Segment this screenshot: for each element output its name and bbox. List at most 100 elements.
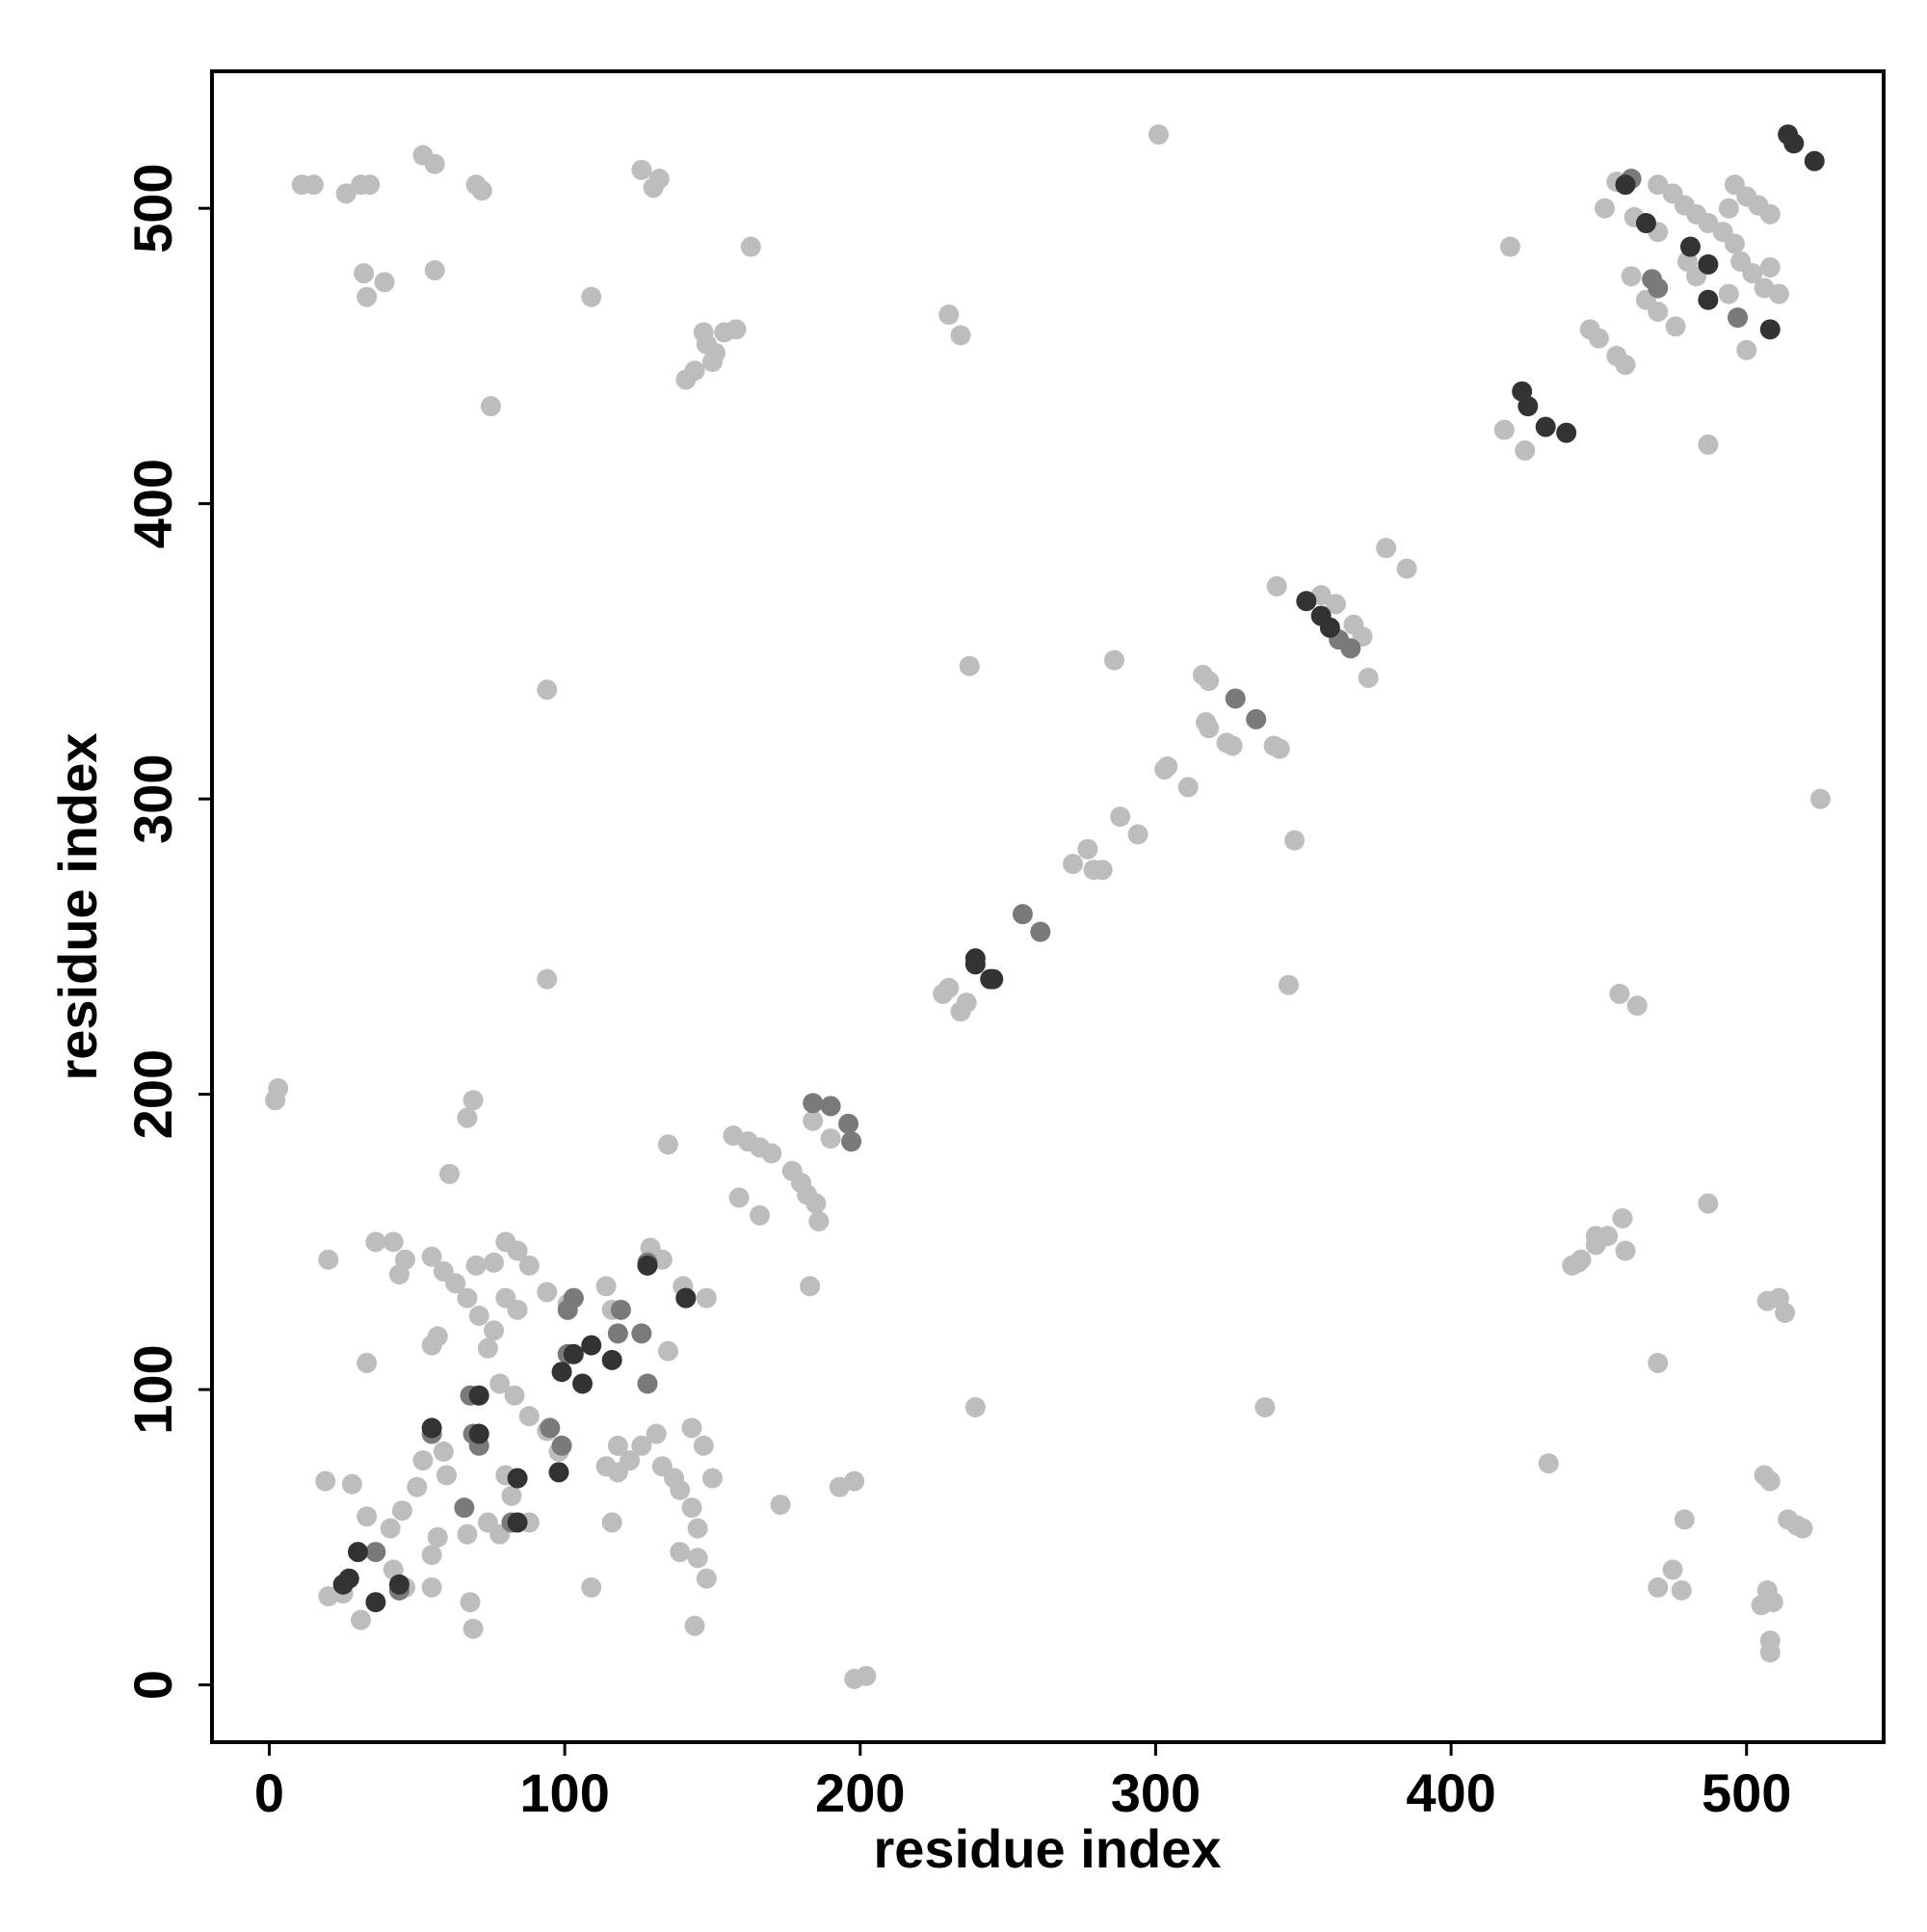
point	[460, 1592, 481, 1613]
point	[1648, 301, 1669, 322]
y-tick-label: 0	[122, 1670, 183, 1700]
point	[701, 352, 723, 373]
point	[1284, 830, 1306, 851]
point	[670, 1542, 691, 1563]
point	[563, 1343, 584, 1364]
point	[631, 1323, 652, 1344]
point	[484, 1320, 505, 1341]
point	[643, 177, 664, 198]
point	[365, 1542, 386, 1563]
point	[1671, 1579, 1692, 1601]
point	[601, 1349, 622, 1370]
point	[696, 333, 717, 355]
point	[457, 1107, 478, 1128]
point	[548, 1462, 569, 1483]
point	[1698, 253, 1719, 275]
point	[1635, 213, 1656, 234]
point	[356, 286, 378, 307]
point	[484, 1252, 505, 1273]
point	[964, 1396, 986, 1417]
point	[1199, 671, 1220, 692]
point	[1340, 638, 1361, 659]
point	[1768, 283, 1789, 304]
point	[726, 319, 747, 340]
x-tick-label: 100	[519, 1762, 609, 1823]
point	[1626, 995, 1648, 1017]
point	[1804, 150, 1825, 172]
point	[1679, 236, 1701, 257]
point	[740, 236, 761, 257]
point	[454, 1497, 475, 1519]
point	[1515, 440, 1536, 462]
point	[761, 1143, 782, 1164]
point	[631, 1435, 652, 1456]
point	[1077, 838, 1098, 860]
point	[770, 1495, 791, 1516]
point	[365, 1231, 386, 1253]
point	[507, 1240, 528, 1261]
point	[1225, 688, 1246, 709]
point	[424, 153, 445, 174]
point	[268, 1077, 289, 1098]
point	[1615, 174, 1636, 196]
point	[504, 1385, 525, 1406]
point	[1662, 1559, 1683, 1580]
point	[365, 1592, 386, 1613]
point	[315, 1470, 336, 1492]
point	[518, 1255, 540, 1276]
point	[540, 1417, 561, 1439]
point	[1609, 983, 1630, 1004]
point	[956, 992, 977, 1014]
point	[421, 1545, 442, 1566]
point	[1759, 256, 1781, 278]
point	[1759, 1470, 1781, 1492]
point	[1030, 921, 1051, 942]
point	[380, 1518, 401, 1539]
point	[572, 1373, 594, 1394]
point	[1103, 649, 1124, 671]
point	[820, 1128, 841, 1150]
y-tick-label: 300	[122, 754, 183, 843]
point	[684, 1615, 705, 1636]
point	[1556, 422, 1577, 443]
point	[480, 396, 501, 417]
point	[1278, 974, 1299, 995]
point	[332, 1574, 354, 1595]
point	[537, 679, 558, 701]
point	[1535, 416, 1556, 437]
point	[341, 1473, 362, 1495]
point	[646, 1423, 667, 1444]
point	[507, 1299, 528, 1320]
point	[959, 655, 980, 676]
points	[265, 124, 1831, 1689]
point	[427, 1326, 448, 1347]
point	[1762, 1592, 1783, 1613]
x-tick-label: 500	[1702, 1762, 1791, 1823]
point	[805, 1193, 827, 1214]
point	[1269, 738, 1290, 759]
point	[631, 159, 652, 180]
point	[701, 1468, 723, 1489]
plot-frame	[210, 69, 1886, 1744]
point	[1718, 283, 1739, 304]
point	[950, 325, 971, 346]
point	[462, 1090, 484, 1111]
point	[462, 1618, 484, 1639]
point	[637, 1255, 658, 1276]
point	[687, 1518, 708, 1539]
point	[1063, 854, 1084, 875]
point	[356, 1506, 378, 1527]
point	[681, 1497, 702, 1519]
point	[1266, 575, 1287, 596]
point	[1615, 355, 1636, 376]
point	[407, 1476, 428, 1497]
point	[468, 1385, 489, 1406]
point	[388, 1264, 409, 1285]
point	[581, 1335, 602, 1356]
point	[620, 1450, 641, 1471]
point	[601, 1512, 622, 1533]
point	[1588, 328, 1609, 349]
point	[1254, 1396, 1276, 1417]
point	[303, 174, 324, 196]
